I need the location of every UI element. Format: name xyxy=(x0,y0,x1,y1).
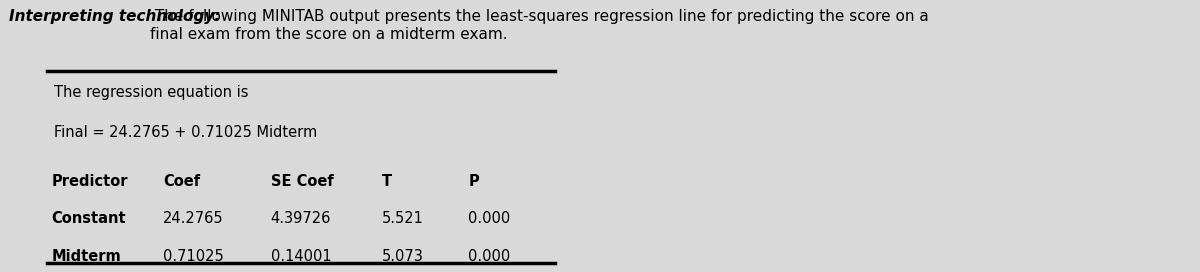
Text: The regression equation is: The regression equation is xyxy=(54,85,248,100)
Text: 0.71025: 0.71025 xyxy=(163,249,223,264)
Text: 0.000: 0.000 xyxy=(468,249,510,264)
Text: Midterm: Midterm xyxy=(52,249,121,264)
Text: The following MINITAB output presents the least-squares regression line for pred: The following MINITAB output presents th… xyxy=(150,10,929,42)
Text: 0.000: 0.000 xyxy=(468,211,510,226)
Text: Predictor: Predictor xyxy=(52,174,128,189)
Text: Constant: Constant xyxy=(52,211,126,226)
Text: 0.14001: 0.14001 xyxy=(271,249,331,264)
Text: 24.2765: 24.2765 xyxy=(163,211,223,226)
Text: P: P xyxy=(468,174,479,189)
Text: 5.521: 5.521 xyxy=(382,211,424,226)
Text: Coef: Coef xyxy=(163,174,200,189)
Text: Interpreting technology:: Interpreting technology: xyxy=(8,10,220,24)
Text: T: T xyxy=(382,174,392,189)
Text: 5.073: 5.073 xyxy=(382,249,424,264)
Text: 4.39726: 4.39726 xyxy=(271,211,331,226)
Text: SE Coef: SE Coef xyxy=(271,174,334,189)
Text: Final = 24.2765 + 0.71025 Midterm: Final = 24.2765 + 0.71025 Midterm xyxy=(54,125,317,140)
